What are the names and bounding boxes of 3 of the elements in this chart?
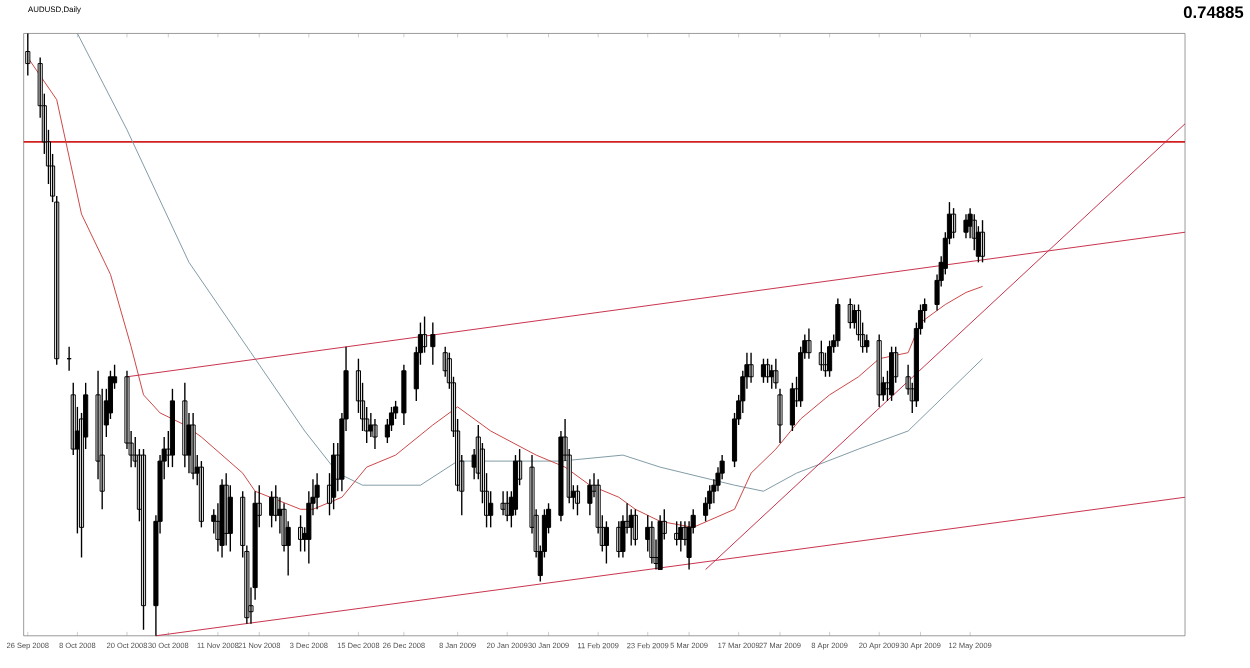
candlestick bbox=[25, 33, 31, 77]
candlestick bbox=[876, 334, 882, 408]
text: 0.74885 bbox=[1183, 6, 1244, 19]
